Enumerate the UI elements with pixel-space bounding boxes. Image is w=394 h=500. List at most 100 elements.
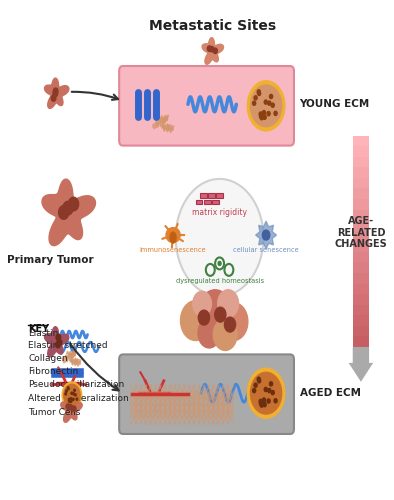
- Text: Elastin- stretched: Elastin- stretched: [28, 341, 108, 350]
- Polygon shape: [45, 326, 69, 357]
- Circle shape: [213, 48, 217, 54]
- Circle shape: [51, 95, 56, 102]
- Circle shape: [213, 318, 237, 350]
- Circle shape: [198, 290, 232, 336]
- Bar: [353, 146, 369, 157]
- Bar: [353, 326, 369, 336]
- Polygon shape: [45, 78, 69, 108]
- Circle shape: [66, 404, 70, 409]
- Bar: [353, 168, 369, 178]
- Bar: [353, 284, 369, 294]
- Circle shape: [68, 398, 70, 400]
- Text: YOUNG ECM: YOUNG ECM: [299, 100, 370, 110]
- Bar: [353, 252, 369, 262]
- Circle shape: [260, 116, 263, 120]
- Circle shape: [215, 307, 226, 322]
- Circle shape: [259, 114, 262, 118]
- Circle shape: [53, 88, 58, 94]
- Circle shape: [271, 390, 274, 394]
- Circle shape: [74, 389, 75, 392]
- Circle shape: [56, 342, 60, 347]
- Circle shape: [254, 383, 257, 388]
- Circle shape: [247, 368, 285, 418]
- Circle shape: [258, 378, 261, 383]
- Circle shape: [259, 402, 262, 406]
- Circle shape: [180, 300, 210, 341]
- Text: immunosenescence: immunosenescence: [140, 246, 206, 252]
- Circle shape: [262, 398, 266, 402]
- Text: AGED ECM: AGED ECM: [299, 388, 361, 398]
- Circle shape: [259, 400, 262, 404]
- Text: Primary Tumor: Primary Tumor: [7, 255, 94, 265]
- Circle shape: [253, 101, 256, 105]
- Circle shape: [65, 392, 67, 395]
- Circle shape: [259, 112, 262, 116]
- FancyBboxPatch shape: [204, 200, 211, 204]
- Ellipse shape: [170, 232, 176, 243]
- Circle shape: [219, 302, 248, 341]
- Circle shape: [66, 390, 67, 392]
- Bar: [353, 273, 369, 283]
- Circle shape: [251, 85, 282, 126]
- Text: dysregulated homeostasis: dysregulated homeostasis: [175, 278, 264, 284]
- Circle shape: [254, 96, 257, 100]
- Polygon shape: [61, 396, 82, 422]
- Text: KEY: KEY: [28, 324, 49, 334]
- Circle shape: [70, 398, 72, 400]
- Circle shape: [69, 197, 79, 211]
- Circle shape: [267, 112, 270, 116]
- Bar: [353, 316, 369, 326]
- Bar: [353, 230, 369, 241]
- Text: Elastin: Elastin: [28, 328, 58, 338]
- Circle shape: [253, 388, 256, 392]
- FancyBboxPatch shape: [216, 194, 223, 198]
- Bar: [353, 294, 369, 304]
- FancyBboxPatch shape: [208, 194, 215, 198]
- Circle shape: [247, 80, 285, 131]
- Circle shape: [268, 101, 271, 105]
- Text: matrix rigidity: matrix rigidity: [192, 208, 247, 216]
- Circle shape: [64, 384, 80, 406]
- Circle shape: [71, 392, 72, 394]
- Bar: [353, 157, 369, 168]
- Bar: [353, 336, 369, 347]
- Text: AGE-
RELATED
CHANGES: AGE- RELATED CHANGES: [335, 216, 387, 249]
- FancyArrow shape: [349, 347, 373, 382]
- Circle shape: [73, 392, 74, 395]
- Circle shape: [274, 112, 277, 116]
- Circle shape: [218, 290, 238, 318]
- FancyBboxPatch shape: [119, 66, 294, 146]
- Circle shape: [269, 94, 273, 98]
- Text: Tumor Cells: Tumor Cells: [28, 408, 80, 417]
- Circle shape: [210, 46, 214, 52]
- Circle shape: [74, 394, 76, 396]
- Bar: [353, 188, 369, 199]
- Circle shape: [257, 377, 260, 382]
- Circle shape: [263, 402, 266, 406]
- Text: cellular senescence: cellular senescence: [233, 246, 299, 252]
- Circle shape: [262, 110, 266, 114]
- Circle shape: [76, 398, 78, 400]
- FancyBboxPatch shape: [119, 354, 294, 434]
- Circle shape: [69, 404, 72, 410]
- Circle shape: [257, 90, 260, 94]
- Circle shape: [72, 398, 74, 400]
- Circle shape: [264, 100, 268, 104]
- Text: Pseudocapillarization: Pseudocapillarization: [28, 380, 124, 389]
- Bar: [353, 220, 369, 230]
- Circle shape: [267, 399, 270, 403]
- Bar: [353, 262, 369, 273]
- FancyBboxPatch shape: [196, 200, 203, 204]
- Polygon shape: [42, 179, 95, 246]
- Circle shape: [271, 103, 274, 108]
- Circle shape: [262, 230, 270, 240]
- Circle shape: [62, 382, 82, 408]
- Circle shape: [264, 388, 268, 392]
- Bar: [353, 199, 369, 209]
- Circle shape: [69, 400, 71, 402]
- Polygon shape: [256, 221, 277, 249]
- Circle shape: [67, 387, 69, 389]
- Circle shape: [198, 318, 220, 348]
- Circle shape: [251, 372, 282, 414]
- Circle shape: [59, 206, 69, 220]
